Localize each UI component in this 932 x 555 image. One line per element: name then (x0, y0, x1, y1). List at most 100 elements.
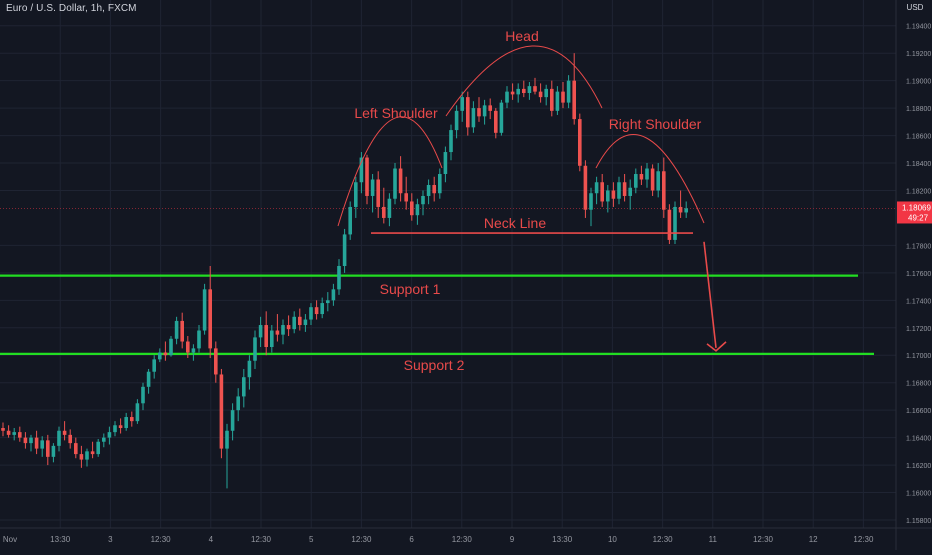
candle-down (46, 434, 50, 466)
candle-up (471, 101, 476, 133)
candle-down (550, 80, 554, 117)
candle-down (186, 336, 190, 358)
candle-body (482, 105, 487, 117)
candle-body (421, 195, 425, 205)
candle-down (74, 437, 78, 459)
candle-body (79, 454, 84, 460)
candle-body (566, 80, 571, 103)
candle-down (488, 98, 492, 120)
candle-down (286, 315, 291, 337)
candle-body (382, 206, 386, 218)
candle-down (477, 97, 481, 122)
candle-body (561, 91, 565, 103)
candle-body (578, 119, 582, 166)
candle-body (449, 130, 453, 153)
candle-body (253, 337, 257, 361)
candle-up (113, 421, 117, 437)
candle-body (180, 320, 184, 342)
candle-up (152, 355, 156, 379)
candle-body (292, 316, 296, 330)
candle-body (611, 190, 616, 199)
candle-body (544, 88, 548, 98)
candle-body (410, 201, 414, 216)
candle-body (174, 320, 179, 339)
candle-up (555, 86, 560, 115)
candle-body (376, 179, 380, 207)
candle-down (611, 182, 616, 207)
candle-up (141, 382, 145, 411)
projection-arrow-shaft (703, 241, 717, 348)
candle-body (550, 88, 554, 111)
head-label: Head (505, 28, 538, 44)
candle-body (505, 91, 509, 103)
candle-up (617, 176, 621, 205)
price-tick-label: 1.19000 (906, 79, 931, 86)
price-tick-label: 1.18400 (906, 161, 931, 168)
price-tick-label: 1.16200 (906, 463, 931, 470)
candle-body (673, 206, 677, 240)
candle-body (331, 289, 336, 301)
candle-body (583, 165, 588, 210)
candle-body (247, 360, 252, 378)
left-shoulder-arc (337, 116, 443, 227)
time-axis[interactable]: Nov 13:30 3 12:30 4 12:30 5 12:30 6 12:30 9 13:30 10… (0, 527, 932, 544)
candle-down (522, 80, 526, 98)
candle-up (51, 443, 56, 463)
candle-up (236, 388, 240, 422)
time-tick-label: 9 (510, 535, 515, 544)
candle-body (141, 386, 145, 404)
candle-body (471, 108, 476, 128)
time-tick-label: 12:30 (653, 535, 674, 544)
time-tick-label: 13:30 (552, 535, 573, 544)
candle-body (634, 174, 638, 188)
candle-up (230, 403, 235, 441)
candle-body (606, 190, 610, 202)
candle-up (634, 168, 638, 194)
candle-body (370, 179, 375, 196)
candle-up (12, 428, 16, 441)
candle-up (135, 399, 140, 424)
candle-up (281, 319, 285, 345)
candle-body (639, 174, 644, 180)
candle-body (62, 430, 67, 435)
candle-body (662, 171, 666, 210)
candle-up (645, 163, 649, 188)
candle-body (589, 193, 593, 210)
candle-body (225, 430, 229, 449)
candle-up (421, 190, 425, 216)
candle-down (219, 368, 224, 459)
price-tick-label: 1.17200 (906, 326, 931, 333)
candle-up (589, 187, 593, 227)
symbol-title[interactable]: Euro / U.S. Dollar, 1h, FXCM (6, 3, 137, 14)
candle-up (158, 348, 162, 363)
candle-down (600, 174, 604, 207)
candle-body (398, 168, 403, 194)
candle-body (342, 234, 347, 266)
candle-up (309, 303, 313, 326)
time-tick-label: 6 (409, 535, 414, 544)
candle-body (18, 432, 22, 438)
candle-up (359, 152, 364, 194)
time-tick-label: 12 (809, 535, 818, 544)
currency-label[interactable]: USD (906, 3, 924, 12)
candle-body (628, 187, 632, 196)
support-2-label: Support 2 (404, 357, 465, 373)
candle-down (398, 156, 403, 202)
candle-body (1, 428, 5, 431)
candle-body (645, 168, 649, 180)
candle-up (253, 330, 257, 369)
candle-body (443, 152, 448, 175)
price-axis[interactable]: 1.19400 1.19200 1.19000 1.18800 1.18600 1.184… (895, 0, 931, 550)
candle-body (130, 417, 134, 422)
candle-up (191, 344, 196, 361)
candle-down (410, 193, 414, 221)
candle-down (466, 91, 470, 136)
candle-up (102, 433, 106, 448)
candle-down (404, 176, 408, 210)
price-tick-label: 1.15800 (906, 518, 931, 525)
candle-up (566, 75, 571, 109)
candle-down (662, 157, 666, 218)
candle-up (40, 436, 44, 457)
